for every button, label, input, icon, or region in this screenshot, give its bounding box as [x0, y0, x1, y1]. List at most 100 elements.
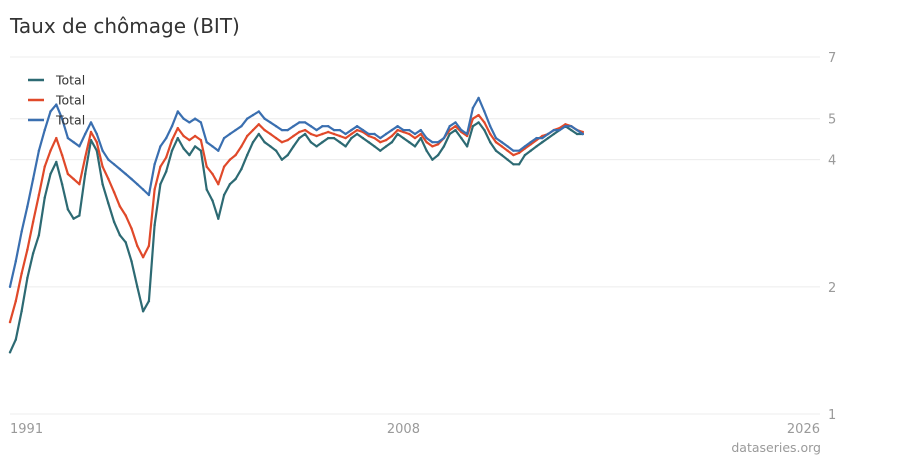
data-point-0-82 — [483, 128, 486, 132]
data-point-2-41 — [246, 117, 249, 120]
data-point-1-87 — [512, 153, 515, 157]
data-point-0-97 — [570, 128, 573, 132]
data-point-2-76 — [448, 125, 451, 128]
data-point-0-36 — [217, 217, 220, 220]
data-point-0-27 — [165, 170, 168, 173]
data-point-1-64 — [379, 141, 382, 144]
data-point-1-56 — [332, 132, 336, 136]
series-0 — [8, 121, 584, 354]
data-point-0-4 — [31, 252, 35, 255]
data-point-2-74 — [436, 141, 440, 144]
data-point-1-32 — [193, 134, 197, 138]
data-point-1-35 — [211, 172, 214, 176]
data-point-0-32 — [193, 145, 197, 148]
y-axis: 1 2 4 5 7 — [828, 51, 836, 423]
series-1 — [8, 113, 584, 324]
data-point-2-33 — [199, 121, 203, 124]
data-point-1-38 — [228, 158, 232, 161]
data-point-0-87 — [512, 163, 515, 166]
data-point-1-82 — [483, 121, 486, 124]
data-point-1-86 — [506, 149, 509, 152]
data-point-1-85 — [500, 145, 503, 148]
data-point-1-11 — [72, 177, 75, 181]
legend-label-2: Total — [55, 113, 85, 128]
data-point-1-22 — [136, 244, 139, 248]
x-tick-label-1: 2008 — [387, 422, 420, 437]
data-point-2-73 — [431, 141, 434, 144]
data-point-0-15 — [95, 149, 99, 152]
data-point-1-73 — [431, 145, 434, 148]
data-point-2-96 — [564, 125, 567, 128]
data-point-1-79 — [465, 134, 469, 138]
data-point-1-36 — [217, 183, 220, 186]
data-point-1-7 — [49, 149, 52, 152]
data-point-1-84 — [494, 141, 498, 144]
data-point-0-86 — [506, 158, 509, 161]
data-point-0-66 — [390, 141, 394, 144]
data-point-0-94 — [552, 132, 556, 136]
data-point-1-45 — [269, 132, 272, 136]
data-point-0-35 — [211, 199, 214, 202]
grid-lines — [10, 56, 820, 415]
data-point-2-45 — [269, 121, 272, 124]
data-point-2-8 — [55, 103, 58, 106]
data-point-2-34 — [205, 141, 208, 144]
data-point-0-92 — [541, 141, 544, 144]
data-point-2-4 — [31, 177, 35, 181]
data-point-1-33 — [199, 138, 203, 142]
data-point-1-58 — [344, 136, 347, 140]
data-point-2-47 — [280, 128, 284, 132]
data-point-0-51 — [303, 132, 307, 136]
data-point-2-35 — [211, 145, 214, 148]
data-point-2-68 — [402, 128, 405, 132]
data-point-2-87 — [512, 149, 515, 152]
data-point-2-99 — [581, 132, 584, 136]
data-point-1-25 — [153, 188, 156, 191]
data-point-0-58 — [344, 145, 347, 148]
data-point-1-2 — [20, 272, 23, 275]
data-point-0-29 — [176, 136, 179, 140]
data-point-1-15 — [95, 141, 99, 144]
data-point-2-98 — [575, 128, 579, 132]
data-point-0-54 — [321, 141, 324, 144]
data-point-1-29 — [176, 126, 179, 130]
data-point-2-95 — [558, 128, 561, 132]
data-point-2-56 — [332, 128, 336, 132]
data-point-1-17 — [107, 177, 110, 181]
data-point-1-46 — [274, 136, 278, 140]
data-point-0-34 — [205, 188, 208, 191]
data-point-2-90 — [529, 141, 532, 144]
data-point-2-86 — [506, 145, 509, 148]
data-point-2-79 — [465, 132, 469, 136]
data-point-0-47 — [280, 158, 284, 161]
data-point-2-10 — [66, 136, 70, 140]
data-point-2-18 — [112, 163, 116, 166]
data-point-2-60 — [355, 125, 359, 128]
data-point-2-81 — [477, 96, 480, 100]
data-point-1-13 — [84, 156, 87, 159]
data-point-1-67 — [396, 128, 399, 132]
source-credit: dataseries.org — [731, 440, 821, 455]
data-point-1-8 — [55, 136, 58, 140]
data-point-1-88 — [517, 151, 521, 155]
data-point-0-44 — [263, 141, 266, 144]
legend: Total Total Total — [28, 73, 85, 128]
data-point-0-0 — [8, 351, 12, 354]
data-point-2-63 — [373, 132, 376, 136]
data-point-0-49 — [292, 145, 295, 148]
data-point-0-62 — [367, 141, 370, 144]
data-point-2-53 — [315, 128, 318, 132]
data-point-0-33 — [199, 149, 203, 152]
data-point-1-5 — [37, 193, 41, 197]
data-point-2-21 — [130, 177, 133, 181]
data-point-1-1 — [14, 299, 17, 303]
data-point-2-28 — [170, 125, 174, 128]
data-point-0-13 — [84, 172, 87, 176]
legend-label-0: Total — [55, 73, 85, 88]
data-point-0-61 — [361, 136, 365, 140]
data-point-0-55 — [327, 136, 330, 140]
data-point-1-68 — [402, 130, 405, 134]
data-point-1-3 — [26, 248, 29, 251]
data-point-1-9 — [60, 153, 64, 157]
data-point-0-56 — [332, 136, 336, 140]
